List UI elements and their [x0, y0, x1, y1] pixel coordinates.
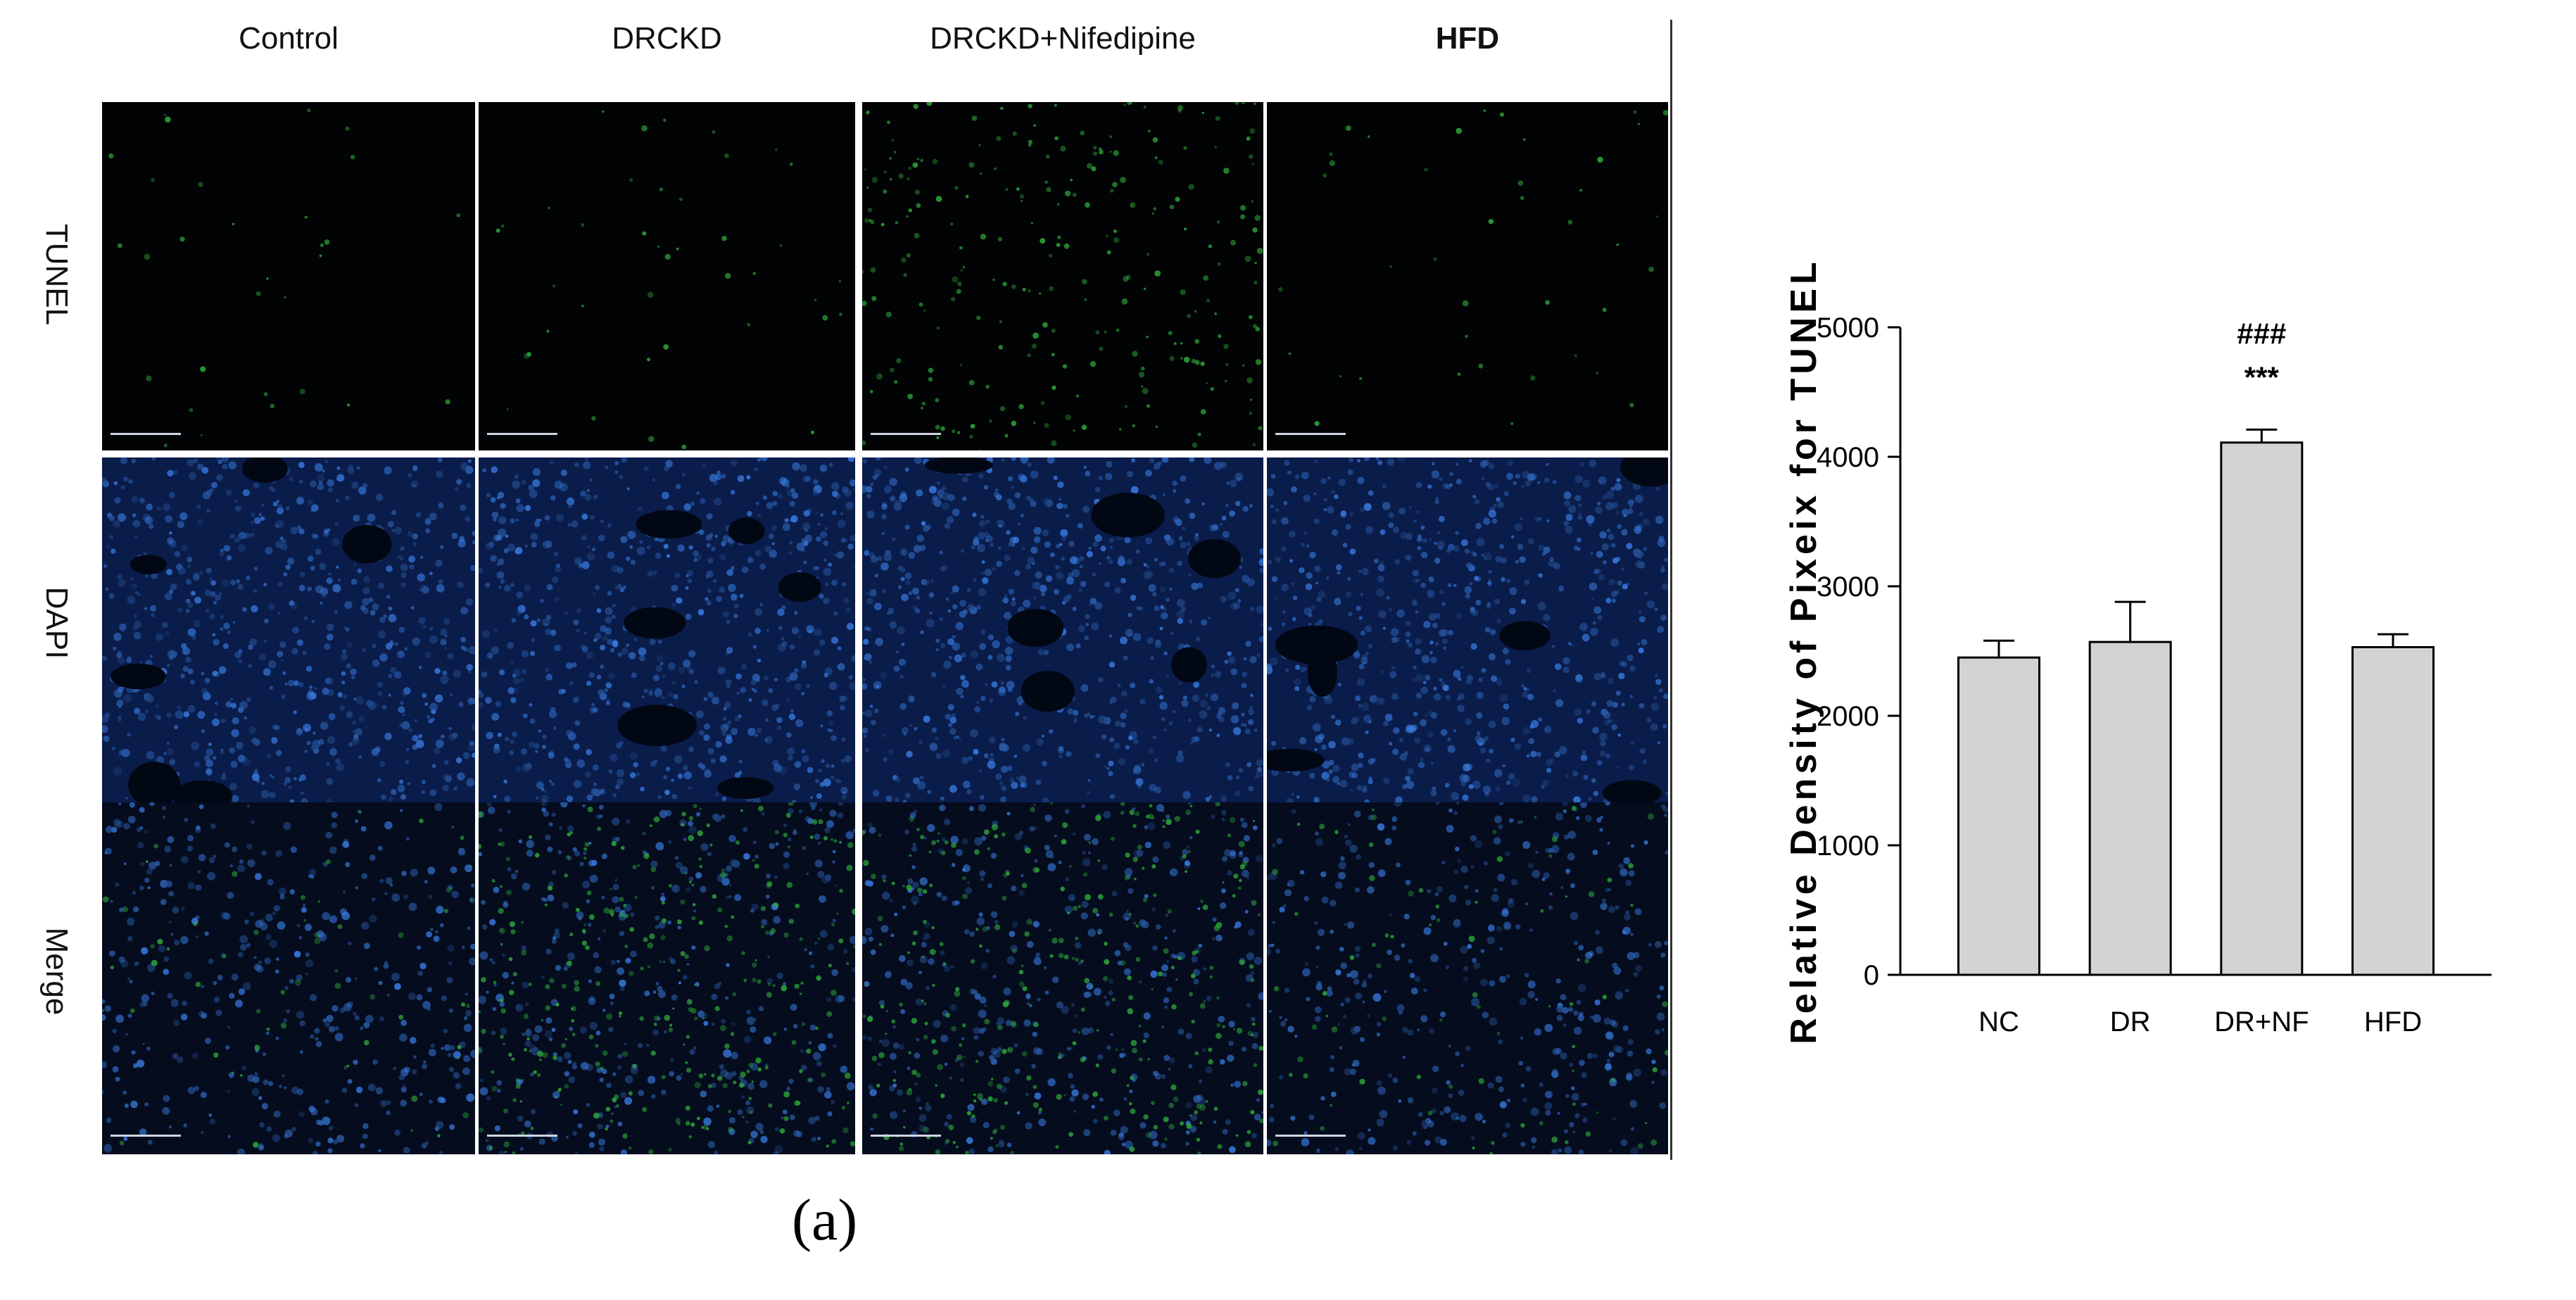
x-tick-label: DR+NF — [2214, 1006, 2309, 1037]
scale-bar — [111, 1135, 181, 1137]
x-tick-label: HFD — [2364, 1006, 2422, 1037]
micrograph-texture — [102, 802, 475, 1154]
tunel-density-bar-chart: Relative Density of Pixeix for TUNEL 0 10… — [1783, 258, 2492, 1045]
y-tick-label: 3000 — [1817, 572, 1879, 602]
micrograph-texture — [479, 102, 855, 450]
y-tick-label: 0 — [1864, 960, 1879, 991]
micrograph-texture — [862, 457, 1263, 802]
row-label-dapi: DAPI — [39, 586, 74, 660]
column-header-control: Control — [239, 21, 339, 56]
micrograph-tunel-drckd-nifedipine — [862, 102, 1263, 450]
row-label-tunel: TUNEL — [39, 223, 74, 326]
micrograph-texture — [1267, 457, 1668, 802]
bars — [1957, 428, 2435, 976]
micrograph-merge-drckd-nifedipine — [862, 802, 1263, 1154]
scale-bar — [111, 433, 181, 435]
micrograph-tunel-drckd — [479, 102, 855, 450]
scale-bar — [1275, 433, 1346, 435]
micrograph-tunel-hfd — [1267, 102, 1668, 450]
y-tick-label: 2000 — [1817, 701, 1879, 732]
micrograph-merge-drckd — [479, 802, 855, 1154]
column-header-hfd: HFD — [1435, 21, 1500, 56]
micrograph-dapi-drckd — [479, 457, 855, 802]
y-tick-label: 4000 — [1817, 442, 1879, 473]
bar-dr — [2088, 640, 2172, 976]
micrograph-dapi-drckd-nifedipine — [862, 457, 1263, 802]
bar-hfd — [2351, 645, 2435, 976]
micrograph-texture — [102, 102, 475, 450]
scale-bar — [871, 433, 941, 435]
bar-dr-nf — [2220, 441, 2304, 976]
scale-bar — [487, 433, 557, 435]
y-tick-label: 5000 — [1817, 313, 1879, 343]
column-header-drckd: DRCKD — [612, 21, 722, 56]
scale-bar — [1275, 1135, 1346, 1137]
column-header-drckd-nifedipine: DRCKD+Nifedipine — [930, 21, 1196, 56]
micrograph-merge-control — [102, 802, 475, 1154]
panel-divider — [1670, 20, 1672, 1160]
significance-annotation: ### — [2237, 317, 2286, 350]
scale-bar — [487, 1135, 557, 1137]
micrograph-texture — [1267, 102, 1668, 450]
scale-bar — [871, 1135, 941, 1137]
micrograph-dapi-control — [102, 457, 475, 802]
micrograph-texture — [479, 802, 855, 1154]
y-tick-label: 1000 — [1817, 831, 1879, 862]
y-axis-label-group: Relative Density of Pixeix for TUNEL — [1783, 258, 1824, 1045]
micrograph-texture — [102, 457, 475, 802]
micrograph-texture — [1267, 802, 1668, 1154]
annotations: ### *** — [2237, 317, 2286, 393]
x-tick-label: DR — [2110, 1006, 2151, 1037]
x-tick-label: NC — [1978, 1006, 2019, 1037]
y-axis-label: Relative Density of Pixeix for TUNEL — [1783, 258, 1824, 1045]
micrograph-merge-hfd — [1267, 802, 1668, 1154]
row-label-merge: Merge — [39, 927, 74, 1016]
micrograph-dapi-hfd — [1267, 457, 1668, 802]
figure-sublabel: (a) — [792, 1187, 858, 1253]
micrograph-texture — [862, 802, 1263, 1154]
significance-annotation: *** — [2244, 360, 2280, 393]
x-tick-labels: NC DR DR+NF HFD — [1978, 1006, 2422, 1037]
y-ticks: 0 1000 2000 3000 4000 5000 — [1817, 313, 1900, 991]
micrograph-texture — [862, 102, 1263, 450]
bar-nc — [1957, 656, 2040, 976]
micrograph-tunel-control — [102, 102, 475, 450]
micrograph-texture — [479, 457, 855, 802]
